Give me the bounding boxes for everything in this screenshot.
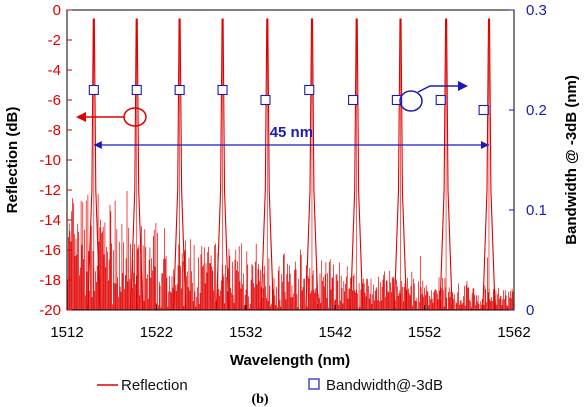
y-left-axis-ticks: 0 -2 -4 -6 -8 -10 -12 -14 -16 -18 -20 bbox=[39, 2, 72, 319]
y-left-tick-label: -10 bbox=[39, 152, 61, 169]
y-left-tick-label: -18 bbox=[39, 272, 61, 289]
bandwidth-markers bbox=[88, 84, 489, 116]
span-arrowhead-left bbox=[93, 141, 102, 149]
y-right-tick-label: 0.1 bbox=[526, 202, 547, 219]
y-right-tick-label: 0 bbox=[526, 302, 534, 319]
x-axis-title: Wavelength (nm) bbox=[230, 352, 350, 369]
legend-bandwidth-label: Bandwidth@-3dB bbox=[326, 377, 443, 394]
figure-caption: (b) bbox=[251, 392, 268, 407]
x-tick-label-1522: 1522 bbox=[140, 324, 173, 341]
y-left-tick-label: -16 bbox=[39, 242, 61, 259]
y-left-tick-label: 0 bbox=[53, 2, 61, 19]
x-axis-ticks: 1512 1522 1532 1542 1552 1562 bbox=[50, 305, 531, 341]
x-tick-label-1512: 1512 bbox=[50, 324, 83, 341]
bandwidth-point-7 bbox=[348, 94, 359, 106]
y-left-tick-label: -20 bbox=[39, 302, 61, 319]
y-right-axis-title: Bandwidth @ -3dB (nm) bbox=[563, 75, 580, 245]
y-left-tick-label: -12 bbox=[39, 182, 61, 199]
bandwidth-callout-arrowhead bbox=[458, 81, 468, 91]
bandwidth-point-3 bbox=[174, 84, 185, 96]
y-left-tick-label: -8 bbox=[48, 122, 61, 139]
y-left-tick-label: -4 bbox=[48, 62, 61, 79]
bandwidth-point-1 bbox=[88, 84, 99, 96]
y-left-tick-label: -14 bbox=[39, 212, 61, 229]
legend-bandwidth-swatch bbox=[308, 378, 320, 390]
y-left-tick-label: -6 bbox=[48, 92, 61, 109]
bandwidth-point-4 bbox=[217, 84, 228, 96]
span-arrowhead-right bbox=[480, 141, 489, 149]
bandwidth-point-2 bbox=[131, 84, 142, 96]
bandwidth-callout-arrow-shaft bbox=[417, 85, 462, 93]
y-right-tick-label: 0.3 bbox=[526, 2, 547, 19]
bandwidth-point-6 bbox=[304, 84, 315, 96]
bandwidth-callout-circle bbox=[399, 90, 423, 112]
y-right-tick-label: 0.2 bbox=[526, 102, 547, 119]
span-label: 45 nm bbox=[270, 124, 313, 141]
x-tick-label-1532: 1532 bbox=[229, 324, 262, 341]
bandwidth-point-9 bbox=[435, 94, 446, 106]
bandwidth-point-8 bbox=[391, 94, 402, 106]
x-tick-label-1562: 1562 bbox=[497, 324, 530, 341]
y-right-axis-ticks: 0.3 0.2 0.1 0 bbox=[509, 2, 547, 319]
x-tick-label-1542: 1542 bbox=[319, 324, 352, 341]
annotations: 45 nm bbox=[76, 81, 489, 149]
y-left-axis-title: Reflection (dB) bbox=[4, 107, 21, 214]
x-tick-label-1552: 1552 bbox=[408, 324, 441, 341]
bandwidth-point-10 bbox=[478, 104, 489, 116]
y-left-tick-label: -2 bbox=[48, 32, 61, 49]
bandwidth-point-5 bbox=[260, 94, 271, 106]
reflection-callout-arrowhead bbox=[76, 112, 86, 122]
legend: Reflection Bandwidth@-3dB bbox=[97, 377, 443, 394]
legend-reflection-label: Reflection bbox=[121, 377, 188, 394]
